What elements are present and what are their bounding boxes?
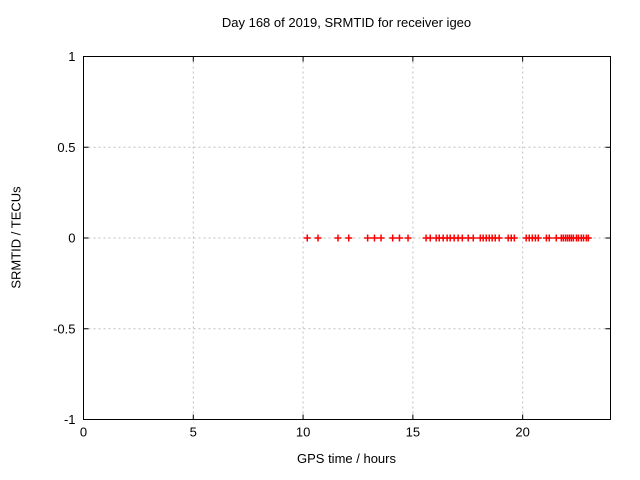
data-point-marker bbox=[426, 234, 434, 242]
data-point-marker bbox=[458, 234, 466, 242]
y-tick-label: 0 bbox=[68, 231, 75, 246]
data-point-marker bbox=[370, 234, 378, 242]
y-tick-label: 0.5 bbox=[57, 140, 75, 155]
x-tick-label: 5 bbox=[190, 425, 197, 440]
x-tick-label: 20 bbox=[515, 425, 529, 440]
data-point-marker bbox=[545, 234, 553, 242]
y-tick-label: 1 bbox=[68, 49, 75, 64]
y-tick-label: -0.5 bbox=[53, 321, 75, 336]
chart-title: Day 168 of 2019, SRMTID for receiver ige… bbox=[221, 15, 472, 30]
data-point-marker bbox=[534, 234, 542, 242]
data-point-marker bbox=[303, 234, 311, 242]
x-tick-label: 15 bbox=[406, 425, 420, 440]
data-point-marker bbox=[345, 234, 353, 242]
data-point-marker bbox=[377, 234, 385, 242]
data-point-marker bbox=[395, 234, 403, 242]
data-point-marker bbox=[404, 234, 412, 242]
x-tick-label: 10 bbox=[296, 425, 310, 440]
data-point-marker bbox=[510, 234, 518, 242]
data-point-marker bbox=[469, 234, 477, 242]
data-point-marker bbox=[364, 234, 372, 242]
data-point-marker bbox=[584, 234, 592, 242]
x-tick-label: 0 bbox=[80, 425, 87, 440]
x-axis-label: GPS time / hours bbox=[297, 451, 396, 466]
data-point-marker bbox=[389, 234, 397, 242]
data-point-marker bbox=[314, 234, 322, 242]
y-tick-label: -1 bbox=[64, 412, 76, 427]
data-point-marker bbox=[495, 234, 503, 242]
data-point-marker bbox=[334, 234, 342, 242]
